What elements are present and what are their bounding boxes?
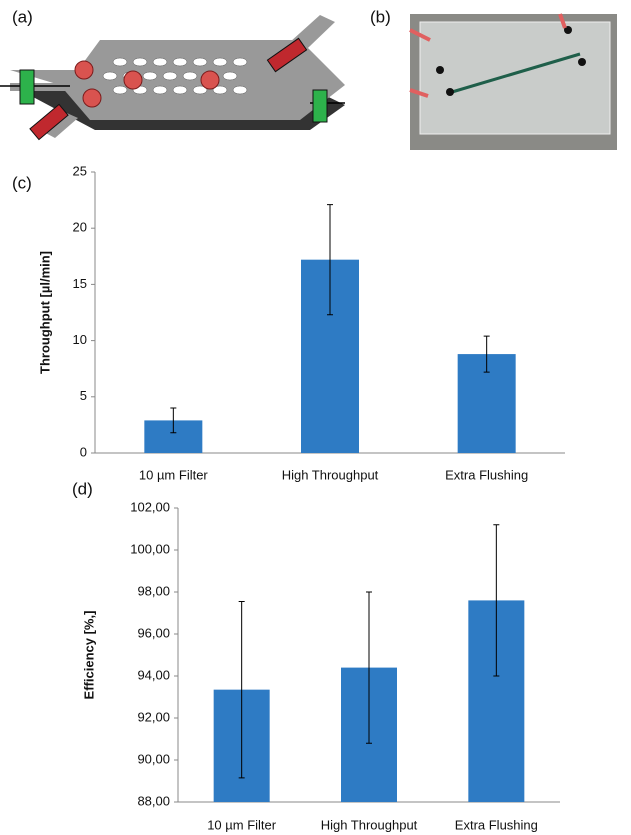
- x-tick-label: Extra Flushing: [455, 817, 538, 832]
- y-tick-label: 100,00: [130, 541, 170, 556]
- device-photo: [409, 13, 617, 150]
- error-bar: [493, 524, 500, 677]
- panel-label: (b): [370, 7, 391, 26]
- error-bar: [170, 407, 177, 434]
- y-tick-label: 20: [73, 220, 87, 235]
- y-tick-label: 98,00: [137, 583, 170, 598]
- y-tick-label: 88,00: [137, 793, 170, 808]
- device-diagram: [0, 15, 345, 141]
- y-tick-label: 94,00: [137, 667, 170, 682]
- y-tick-label: 10: [73, 332, 87, 347]
- panel-label: (d): [72, 479, 93, 498]
- y-tick-label: 90,00: [137, 751, 170, 766]
- y-axis-label: Throughput [µl/min]: [37, 251, 52, 374]
- y-tick-label: 5: [80, 388, 87, 403]
- y-tick-label: 96,00: [137, 625, 170, 640]
- y-axis-label: Efficiency [%,]: [81, 611, 96, 700]
- y-tick-label: 25: [73, 163, 87, 178]
- error-bar: [327, 204, 333, 316]
- x-tick-label: 10 µm Filter: [139, 467, 209, 482]
- error-bar: [483, 335, 490, 373]
- y-tick-label: 0: [80, 444, 87, 459]
- x-tick-label: High Throughput: [321, 817, 418, 832]
- x-tick-label: Extra Flushing: [445, 467, 528, 482]
- error-bar: [366, 591, 372, 744]
- x-tick-label: 10 µm Filter: [207, 817, 277, 832]
- panel-label: (a): [12, 7, 33, 26]
- y-tick-label: 92,00: [137, 709, 170, 724]
- panel-label: (c): [12, 173, 32, 192]
- error-bar: [238, 600, 245, 779]
- x-tick-label: High Throughput: [282, 467, 379, 482]
- y-tick-label: 15: [73, 276, 87, 291]
- y-tick-label: 102,00: [130, 499, 170, 514]
